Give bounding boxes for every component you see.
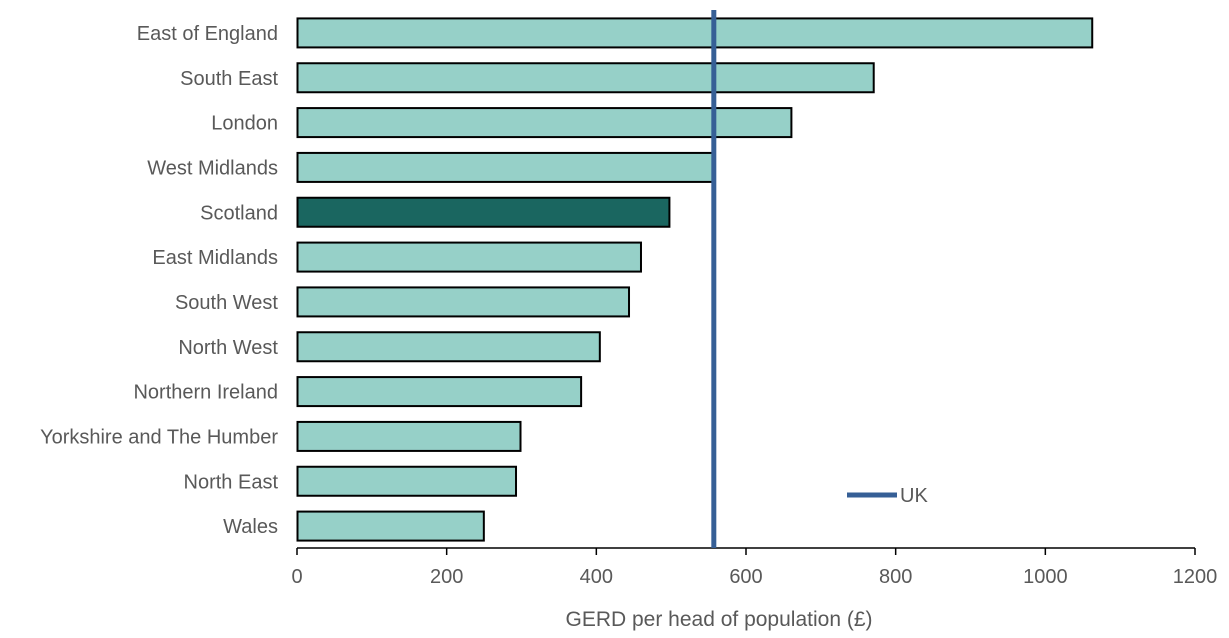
category-label-east-midlands: East Midlands bbox=[152, 247, 278, 269]
category-label-south-east: South East bbox=[180, 68, 278, 90]
bar-wales bbox=[296, 510, 485, 542]
bar-south-west bbox=[296, 286, 631, 318]
bar-northern-ireland bbox=[296, 376, 583, 408]
category-labels: East of England South East London West Midl… bbox=[40, 23, 278, 538]
bars-layer bbox=[296, 17, 1094, 542]
bar-east-of-england bbox=[296, 17, 1094, 49]
legend-label-uk: UK bbox=[900, 485, 928, 507]
category-label-yorkshire-and-the-humber: Yorkshire and The Humber bbox=[40, 426, 278, 448]
category-label-wales: Wales bbox=[223, 516, 278, 538]
category-label-london: London bbox=[211, 113, 278, 135]
category-label-northern-ireland: Northern Ireland bbox=[133, 382, 278, 404]
bar-yorkshire-and-the-humber bbox=[296, 420, 522, 452]
bar-north-east bbox=[296, 465, 518, 497]
x-tick-label-400: 400 bbox=[580, 566, 613, 588]
category-label-scotland: Scotland bbox=[200, 202, 278, 224]
category-label-north-west: North West bbox=[178, 337, 278, 359]
x-tick-label-600: 600 bbox=[729, 566, 762, 588]
category-label-north-east: North East bbox=[184, 471, 279, 493]
bar-north-west bbox=[296, 331, 601, 363]
category-label-east-of-england: East of England bbox=[137, 23, 278, 45]
bar-scotland bbox=[296, 196, 671, 228]
legend: UK bbox=[847, 485, 928, 507]
bar-east-midlands bbox=[296, 241, 642, 273]
x-tick-label-1000: 1000 bbox=[1023, 566, 1068, 588]
x-tick-label-800: 800 bbox=[879, 566, 912, 588]
x-tick-label-0: 0 bbox=[291, 566, 302, 588]
bar-west-midlands bbox=[296, 151, 714, 183]
category-label-south-west: South West bbox=[175, 292, 278, 314]
bar-south-east bbox=[296, 62, 875, 94]
x-tick-label-200: 200 bbox=[430, 566, 463, 588]
x-tick-label-1200: 1200 bbox=[1173, 566, 1218, 588]
x-axis: 0 200 400 600 800 1000 1200 bbox=[291, 547, 1218, 588]
bar-london bbox=[296, 107, 793, 139]
category-label-west-midlands: West Midlands bbox=[147, 157, 278, 179]
x-axis-title: GERD per head of population (£) bbox=[565, 608, 872, 631]
